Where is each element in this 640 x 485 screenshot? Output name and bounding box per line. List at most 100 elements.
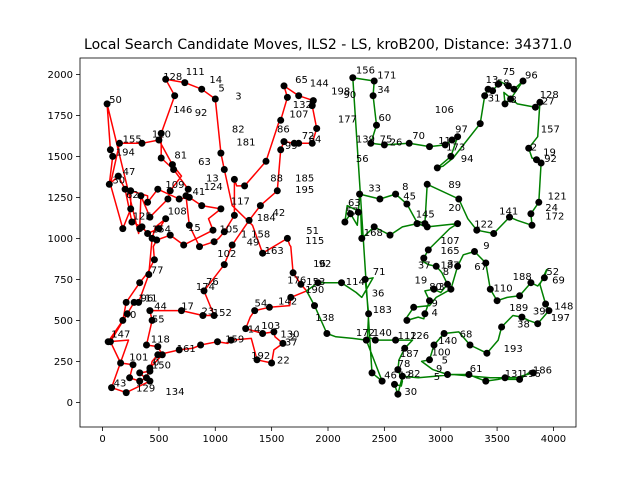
node-point (441, 141, 449, 149)
node-point (153, 236, 161, 244)
node-label: 24 (545, 203, 558, 214)
node-label: 37 (418, 261, 431, 272)
node-point (164, 195, 172, 203)
node-point (105, 180, 113, 188)
node-label: 171 (377, 70, 396, 81)
node-point (371, 336, 379, 344)
node-point (184, 185, 192, 193)
node-label: 76 (206, 277, 219, 288)
node-label: 9 (432, 298, 438, 309)
node-label: 172 (356, 328, 375, 339)
node-point (362, 336, 370, 344)
node-point (117, 359, 125, 367)
node-label: 107 (441, 236, 460, 247)
node-point (277, 146, 285, 154)
node-point (200, 287, 208, 295)
node-label: 148 (554, 302, 573, 313)
node-label: 57 (346, 206, 359, 217)
node-point (211, 95, 219, 103)
node-point (358, 234, 366, 242)
node-point (430, 285, 438, 293)
node-label: 172 (545, 211, 564, 222)
node-point (198, 85, 206, 93)
x-tick-label: 2500 (372, 434, 397, 445)
node-label: 4 (432, 308, 438, 319)
node-label: 75 (503, 67, 516, 78)
node-label: 64 (309, 134, 322, 145)
node-label: 140 (438, 336, 457, 347)
node-point (536, 98, 544, 106)
node-label: 176 (287, 275, 306, 286)
node-label: 197 (551, 313, 570, 324)
node-label: 125 (133, 211, 152, 222)
node-label: 65 (295, 75, 308, 86)
node-point (119, 225, 127, 233)
node-point (528, 221, 536, 229)
node-label: 3 (235, 92, 241, 103)
node-label: 77 (151, 266, 164, 277)
node-point (501, 374, 509, 382)
node-label: 165 (441, 246, 460, 257)
node-label: 94 (461, 154, 474, 165)
node-point (386, 231, 394, 239)
node-label: 105 (220, 225, 239, 236)
node-point (494, 80, 502, 88)
node-point (122, 298, 130, 306)
node-point (146, 307, 154, 315)
node-point (403, 200, 411, 208)
node-point (482, 259, 490, 267)
x-tick-label: 1000 (203, 434, 228, 445)
node-point (146, 213, 154, 221)
node-point (268, 359, 276, 367)
node-label: 44 (154, 302, 167, 313)
node-point (245, 216, 253, 224)
node-point (516, 292, 524, 300)
node-point (259, 249, 267, 257)
node-label: 187 (400, 349, 419, 360)
node-point (220, 228, 228, 236)
node-label: 86 (277, 124, 290, 135)
node-point (401, 344, 409, 352)
node-point (481, 92, 489, 100)
node-point (510, 85, 518, 93)
node-point (309, 97, 317, 105)
node-point (241, 182, 249, 190)
node-label: 103 (261, 321, 280, 332)
node-point (486, 285, 494, 293)
node-label: 51 (306, 226, 319, 237)
node-point (420, 254, 428, 262)
node-point (354, 208, 362, 216)
node-label: 42 (273, 208, 286, 219)
node-point (230, 211, 238, 219)
node-point (253, 356, 261, 364)
node-point (482, 377, 490, 385)
node-point (227, 336, 235, 344)
node-point (454, 220, 462, 228)
node-point (483, 349, 491, 357)
node-point (178, 307, 185, 315)
node-point (122, 389, 130, 397)
node-label: 56 (356, 154, 369, 165)
node-label: 69 (552, 275, 565, 286)
node-point (527, 279, 535, 287)
y-tick-label: 1250 (48, 193, 73, 204)
node-label: 71 (373, 267, 386, 278)
node-label: 187 (441, 261, 460, 272)
node-point (144, 230, 152, 237)
node-label: 20 (448, 203, 461, 214)
node-point (519, 77, 527, 85)
node-point (262, 157, 270, 165)
node-label: 115 (305, 236, 324, 247)
node-point (228, 241, 236, 249)
node-point (391, 380, 398, 388)
node-point (433, 164, 441, 172)
node-label: 142 (278, 297, 297, 308)
node-point (527, 210, 535, 218)
node-label: 124 (204, 182, 223, 193)
node-point (157, 129, 165, 137)
node-point (220, 261, 228, 269)
node-label: 27 (542, 97, 555, 108)
node-label: 111 (138, 293, 157, 304)
node-label: 92 (544, 154, 557, 165)
